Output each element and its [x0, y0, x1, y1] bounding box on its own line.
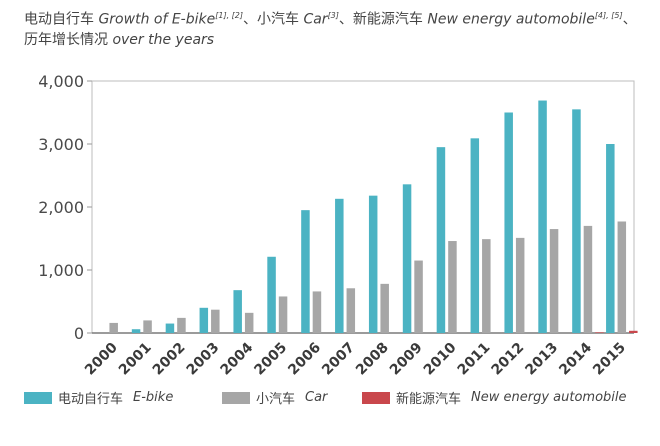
bar-ebike — [335, 198, 344, 333]
bar-car — [177, 317, 186, 333]
bar-car — [312, 291, 322, 333]
x-tick-label: 2011 — [455, 340, 494, 379]
title-ref-nev: [4], [5] — [594, 11, 623, 20]
bar-car — [109, 322, 118, 333]
bar-ebike — [301, 210, 310, 333]
legend-label-car-en: Car — [305, 390, 328, 405]
x-tick-label: 2008 — [353, 340, 392, 379]
bar-car — [583, 225, 593, 333]
bar-ebike — [402, 184, 412, 333]
legend-swatch-nev — [362, 391, 390, 404]
title-tail: 、 — [622, 11, 637, 28]
x-tick-label: 2002 — [150, 340, 189, 379]
bar-nev — [595, 332, 604, 333]
legend-label-ebike-zh: 电动自行车 — [58, 392, 124, 407]
bar-car — [549, 229, 559, 333]
legend-item-ebike: 电动自行车 E-bike — [24, 388, 173, 407]
bar-car — [482, 239, 491, 333]
bar-chart: 01,0002,0003,0004,0002000200120022003200… — [38, 72, 638, 379]
x-tick-label: 2009 — [387, 340, 426, 379]
legend-label-ebike-en: E-bike — [133, 390, 174, 405]
legend-swatch-car — [222, 391, 250, 404]
y-tick-label: 4,000 — [38, 72, 84, 91]
bar-ebike — [538, 100, 547, 333]
legend-item-nev: 新能源汽车 New energy automobile — [362, 388, 627, 407]
bar-car — [414, 260, 423, 333]
bar-car — [211, 309, 220, 333]
bar-car — [515, 237, 525, 333]
legend-label-car-zh: 小汽车 — [256, 392, 296, 407]
bar-ebike — [233, 290, 242, 333]
bar-car — [617, 221, 627, 333]
bar-car — [278, 296, 288, 333]
y-tick-label: 3,000 — [38, 135, 84, 154]
title-ref-ebike: [1], [2] — [215, 11, 243, 20]
title-line2-en: over the years — [112, 31, 215, 48]
bar-nev — [629, 330, 638, 333]
x-tick-label: 2006 — [285, 340, 324, 379]
bar-ebike — [436, 147, 446, 333]
x-tick-label: 2012 — [488, 340, 527, 379]
bar-ebike — [267, 256, 276, 333]
bar-car — [346, 288, 356, 333]
legend-item-car: 小汽车 Car — [222, 388, 327, 407]
y-tick-label: 0 — [74, 324, 84, 343]
x-tick-label: 2001 — [116, 340, 155, 379]
legend: 电动自行车 E-bike 小汽车 Car 新能源汽车 New energy au… — [24, 388, 654, 408]
title-car-en: Car — [303, 11, 328, 28]
x-tick-label: 2004 — [217, 339, 256, 378]
bar-car — [244, 312, 254, 333]
bar-ebike — [504, 112, 513, 333]
bar-ebike — [470, 138, 480, 333]
y-tick-label: 1,000 — [38, 261, 84, 280]
x-tick-label: 2015 — [590, 340, 629, 379]
bar-car — [448, 241, 457, 333]
x-tick-label: 2014 — [556, 339, 595, 378]
x-tick-label: 2000 — [82, 339, 121, 378]
legend-label-nev-zh: 新能源汽车 — [396, 392, 462, 407]
title-nev-zh: 、新能源汽车 — [338, 11, 423, 28]
bars — [109, 100, 638, 333]
bar-car — [143, 320, 152, 333]
title-ebike-zh: 电动自行车 — [24, 11, 94, 28]
bar-ebike — [199, 307, 209, 333]
title-ebike-en: Growth of E-bike — [98, 11, 216, 28]
title-nev-en: New energy automobile — [427, 11, 595, 28]
legend-label-nev-en: New energy automobile — [471, 390, 627, 405]
bar-ebike — [572, 109, 581, 333]
bar-ebike — [368, 195, 378, 333]
x-tick-label: 2010 — [421, 339, 460, 378]
x-tick-label: 2003 — [184, 340, 223, 379]
y-tick-label: 2,000 — [38, 198, 84, 217]
title-car-zh: 、小汽车 — [242, 11, 299, 28]
legend-swatch-ebike — [24, 391, 52, 404]
bar-ebike — [131, 329, 141, 333]
bar-car — [380, 283, 389, 333]
bar-ebike — [606, 144, 615, 333]
chart-title: 电动自行车 Growth of E-bike[1], [2]、小汽车 Car[3… — [24, 6, 654, 50]
title-ref-car: [3] — [327, 11, 339, 20]
title-line2-zh: 历年增长情况 — [24, 31, 108, 48]
bar-ebike — [165, 323, 175, 333]
x-tick-label: 2005 — [251, 340, 290, 379]
x-tick-label: 2007 — [319, 340, 358, 379]
x-tick-label: 2013 — [522, 340, 561, 379]
